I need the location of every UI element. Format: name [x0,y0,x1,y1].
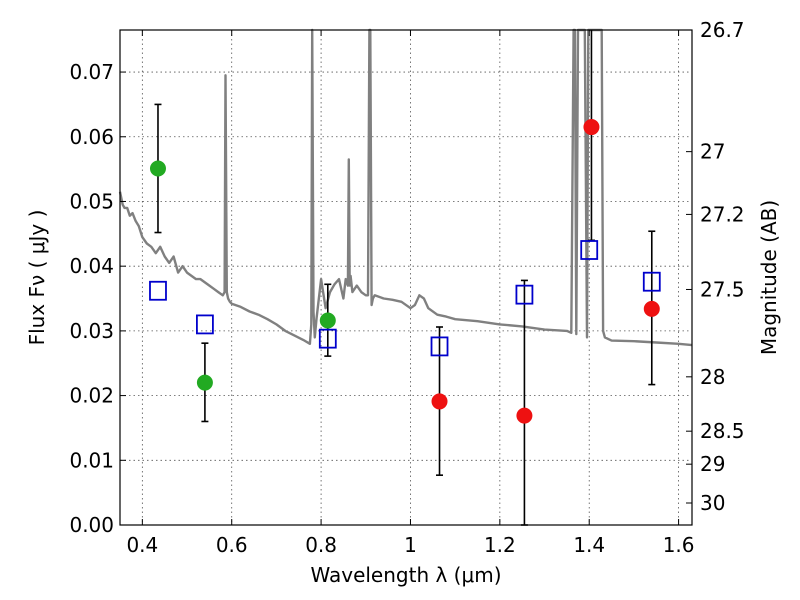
x-tick-label: 1.4 [573,533,605,557]
x-tick-label: 1.2 [484,533,516,557]
model-sed-layer [118,28,693,347]
model-photometry-square [318,328,337,349]
y-tick-label: 0.04 [69,254,114,278]
y-tick-label: 0.03 [69,319,114,343]
right-tick-label: 27.2 [700,202,745,226]
y-tick-label: 0.01 [69,448,114,472]
x-tick-label: 0.4 [126,533,158,557]
model-photometry-square [515,284,534,305]
model-sed-line [118,28,693,347]
detection-point [196,374,213,391]
detection-point [319,312,336,329]
model-photometry-square [149,280,167,301]
marker-layer [149,119,661,424]
model-photometry-square [430,336,449,357]
right-tick-label: 30 [700,491,725,515]
grid-layer [120,30,692,525]
model-photometry-square [196,314,214,335]
y-tick-label: 0.02 [69,384,114,408]
x-axis-label: Wavelength λ (μm) [310,563,501,587]
model-photometry-square [642,271,661,292]
x-tick-label: 1 [404,533,417,557]
detection-point [149,160,166,177]
y-tick-label: 0.05 [69,189,114,213]
y-tick-label: 0.06 [69,125,114,149]
right-tick-label: 27 [700,140,725,164]
error-bar-layer [154,30,656,526]
right-tick-label: 28 [700,365,725,389]
y-axis-label: Flux Fν ( μJy ) [25,210,49,346]
y-tick-label: 0.00 [69,513,114,537]
plot-frame [119,29,693,526]
y-tick-label: 0.07 [69,60,114,84]
right-axis-label: Magnitude (AB) [757,200,781,355]
low-significance-point [583,119,600,136]
tick-layer: 0.4 0.6 0.8 1 1.2 1.4 1.6 0.00 0.01 0.02 0.03 0.04 0… [69,18,744,557]
model-photometry-square [580,240,599,260]
x-tick-label: 0.6 [216,533,248,557]
right-tick-label: 27.5 [700,277,745,301]
right-tick-label: 29 [700,452,725,476]
right-tick-label: 26.7 [700,18,745,42]
low-significance-point [431,393,448,410]
x-tick-label: 0.8 [305,533,337,557]
low-significance-point [643,300,660,317]
x-tick-label: 1.6 [663,533,695,557]
right-tick-label: 28.5 [700,419,745,443]
low-significance-point [516,407,533,424]
